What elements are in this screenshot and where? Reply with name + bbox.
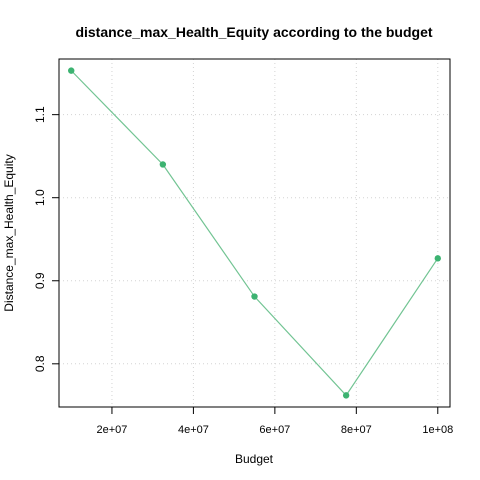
y-tick-label-0: 0.8 [33, 355, 47, 372]
y-tick-label-1: 0.9 [33, 272, 47, 289]
plot-frame [59, 59, 450, 407]
chart-title: distance_max_Health_Equity according to … [75, 24, 432, 40]
data-point-0 [68, 67, 74, 73]
x-tick-label-4: 1e+08 [422, 424, 453, 436]
data-point-3 [343, 392, 349, 398]
x-axis-label: Budget [235, 452, 274, 466]
grid [59, 59, 450, 407]
data-point-2 [251, 293, 257, 299]
y-tick-label-3: 1.1 [33, 106, 47, 123]
x-axis: 2e+07 4e+07 6e+07 8e+07 1e+08 [96, 407, 453, 436]
series-line-0 [71, 71, 438, 396]
x-tick-label-2: 6e+07 [259, 424, 290, 436]
x-tick-label-1: 4e+07 [178, 424, 209, 436]
y-axis-label: Distance_max_Health_Equity [2, 154, 16, 311]
y-tick-label-2: 1.0 [33, 189, 47, 206]
x-tick-label-3: 8e+07 [341, 424, 372, 436]
data-point-4 [435, 255, 441, 261]
data-point-1 [160, 161, 166, 167]
series-group [68, 67, 441, 398]
x-tick-label-0: 2e+07 [96, 424, 127, 436]
y-axis: 0.8 0.9 1.0 1.1 [33, 106, 59, 372]
